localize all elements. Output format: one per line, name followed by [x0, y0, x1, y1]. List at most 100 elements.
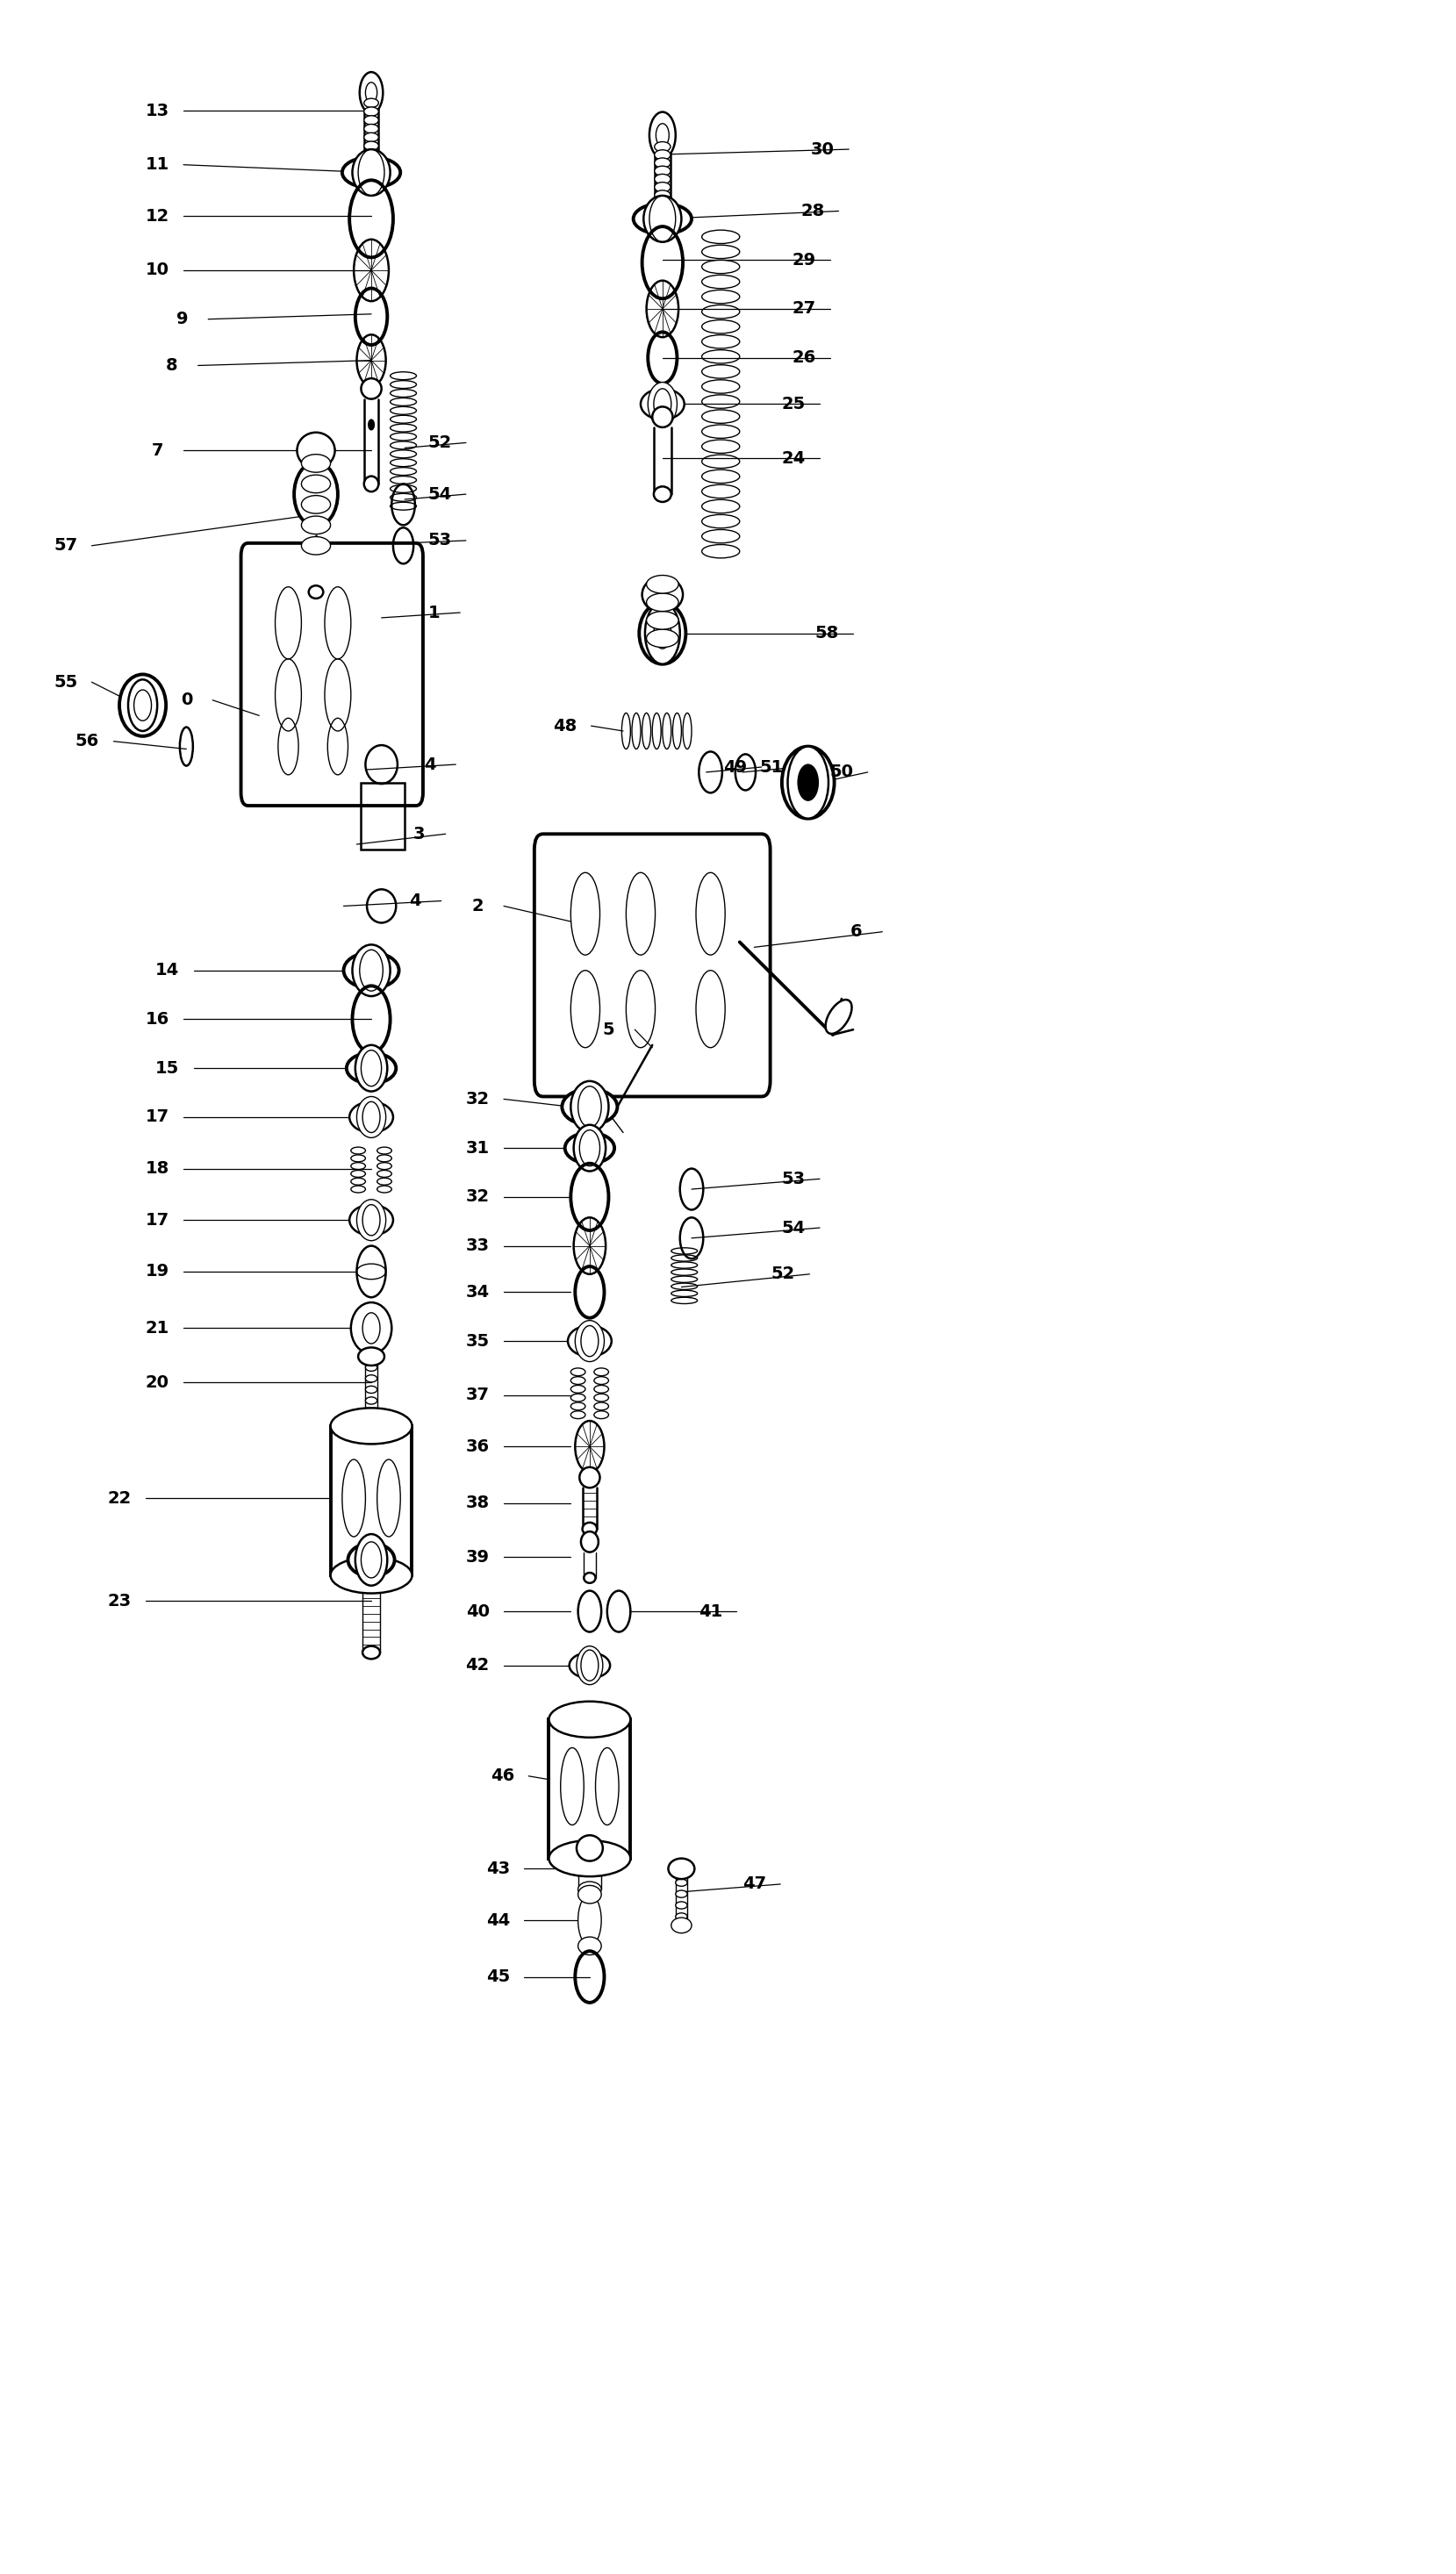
Ellipse shape	[364, 142, 379, 149]
Text: 22: 22	[108, 1490, 131, 1506]
Text: 0: 0	[181, 692, 192, 708]
Ellipse shape	[347, 1053, 396, 1084]
Ellipse shape	[363, 1647, 380, 1660]
Ellipse shape	[571, 1081, 609, 1133]
Text: 48: 48	[553, 718, 577, 734]
Text: 56: 56	[76, 734, 99, 749]
Ellipse shape	[361, 378, 381, 399]
Ellipse shape	[364, 149, 379, 160]
Text: 13: 13	[146, 103, 169, 118]
Ellipse shape	[644, 196, 681, 242]
Text: 49: 49	[724, 759, 747, 775]
Ellipse shape	[119, 674, 166, 736]
Ellipse shape	[654, 183, 670, 193]
Text: 33: 33	[466, 1238, 489, 1254]
Circle shape	[357, 1246, 386, 1297]
Ellipse shape	[364, 108, 379, 116]
Circle shape	[645, 602, 680, 664]
Text: 8: 8	[166, 358, 178, 373]
Ellipse shape	[633, 203, 692, 234]
Text: 7: 7	[151, 443, 163, 458]
Ellipse shape	[358, 1349, 384, 1364]
Text: 52: 52	[772, 1266, 795, 1282]
Text: 35: 35	[466, 1333, 489, 1349]
Text: 34: 34	[466, 1284, 489, 1300]
Ellipse shape	[676, 1879, 687, 1887]
Ellipse shape	[578, 1894, 601, 1946]
Ellipse shape	[581, 1532, 598, 1552]
Text: 24: 24	[782, 450, 805, 466]
Ellipse shape	[301, 494, 331, 515]
Text: 18: 18	[146, 1161, 169, 1176]
Text: 31: 31	[466, 1140, 489, 1156]
Bar	[549, 1719, 630, 1858]
Text: 41: 41	[699, 1604, 722, 1619]
Ellipse shape	[676, 1902, 687, 1910]
Ellipse shape	[676, 1912, 687, 1920]
Text: 25: 25	[782, 396, 805, 412]
FancyBboxPatch shape	[242, 543, 422, 806]
Ellipse shape	[782, 746, 834, 819]
Ellipse shape	[364, 124, 379, 134]
Circle shape	[788, 746, 828, 819]
Ellipse shape	[562, 1089, 617, 1125]
Text: 17: 17	[146, 1109, 169, 1125]
Ellipse shape	[642, 577, 683, 613]
Ellipse shape	[355, 1045, 387, 1091]
Text: 36: 36	[466, 1439, 489, 1454]
Ellipse shape	[654, 175, 670, 183]
Ellipse shape	[364, 116, 379, 124]
Ellipse shape	[569, 1653, 610, 1678]
Ellipse shape	[549, 1840, 630, 1876]
Text: 46: 46	[491, 1768, 514, 1784]
Ellipse shape	[646, 613, 678, 631]
Circle shape	[360, 72, 383, 113]
Text: 26: 26	[792, 350, 815, 366]
Ellipse shape	[331, 1408, 412, 1444]
Ellipse shape	[654, 142, 670, 152]
Ellipse shape	[364, 134, 379, 142]
Text: 6: 6	[850, 924, 862, 940]
Ellipse shape	[648, 384, 677, 427]
Ellipse shape	[826, 999, 852, 1035]
Text: 52: 52	[428, 435, 451, 450]
Text: 57: 57	[54, 538, 77, 553]
Ellipse shape	[301, 453, 331, 471]
Text: 1: 1	[428, 605, 440, 620]
Bar	[331, 1426, 412, 1575]
Text: 51: 51	[760, 759, 783, 775]
Text: 40: 40	[466, 1604, 489, 1619]
Text: 20: 20	[146, 1375, 169, 1390]
Text: 53: 53	[428, 533, 451, 548]
Ellipse shape	[676, 1925, 687, 1930]
Ellipse shape	[652, 407, 673, 427]
Ellipse shape	[348, 1542, 395, 1575]
Ellipse shape	[365, 1354, 377, 1359]
Text: 39: 39	[466, 1550, 489, 1565]
Ellipse shape	[365, 1375, 377, 1382]
Ellipse shape	[577, 1647, 603, 1686]
Ellipse shape	[646, 595, 678, 613]
Circle shape	[368, 420, 374, 430]
Text: 11: 11	[146, 157, 169, 172]
Ellipse shape	[565, 1133, 614, 1163]
Text: 47: 47	[743, 1876, 766, 1892]
Bar	[361, 782, 405, 849]
Ellipse shape	[654, 149, 670, 160]
Ellipse shape	[309, 587, 323, 600]
Ellipse shape	[331, 1557, 412, 1593]
Circle shape	[128, 680, 157, 731]
Text: 16: 16	[146, 1012, 169, 1027]
Ellipse shape	[364, 476, 379, 492]
Ellipse shape	[365, 1385, 377, 1393]
Text: 43: 43	[486, 1861, 510, 1876]
Text: 54: 54	[428, 486, 451, 502]
Ellipse shape	[301, 515, 331, 535]
Text: 4: 4	[424, 757, 435, 772]
Text: 9: 9	[176, 311, 188, 327]
Ellipse shape	[578, 1884, 601, 1905]
Ellipse shape	[297, 432, 335, 468]
Ellipse shape	[344, 952, 399, 988]
Ellipse shape	[654, 198, 670, 208]
Ellipse shape	[365, 1364, 377, 1372]
